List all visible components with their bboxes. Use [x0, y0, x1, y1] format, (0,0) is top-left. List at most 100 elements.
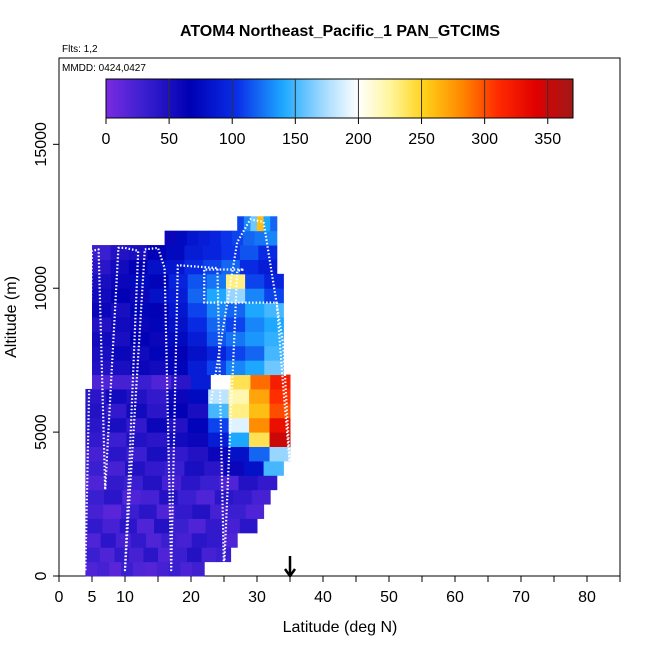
heatmap-cell — [249, 403, 271, 419]
heatmap-cell — [164, 460, 185, 476]
heatmap-cell — [243, 460, 265, 476]
heatmap-cell — [216, 547, 232, 563]
heatmap-cell — [225, 360, 246, 376]
heatmap-cell — [250, 374, 271, 390]
heatmap-cell — [200, 475, 220, 491]
heatmap-cell — [187, 446, 209, 462]
x-tick-label: 50 — [380, 589, 398, 606]
heatmap-cell — [233, 489, 253, 505]
heatmap-cell — [147, 245, 167, 260]
heatmap-cell — [167, 446, 189, 462]
heatmap-cell — [146, 532, 162, 548]
heatmap-cell — [126, 432, 148, 447]
heatmap-cell — [184, 460, 205, 476]
heatmap-cell — [245, 317, 265, 332]
heatmap-cell — [126, 403, 148, 419]
heatmap-cell — [154, 518, 172, 534]
heatmap-cell — [167, 388, 189, 404]
heatmap-cell — [221, 245, 241, 260]
heatmap-cell — [99, 547, 115, 563]
heatmap-cell — [209, 230, 222, 246]
heatmap-cell — [132, 561, 146, 577]
heatmap-cell — [250, 216, 258, 232]
heatmap-cell — [249, 446, 271, 462]
heatmap-cell — [105, 417, 127, 433]
heatmap-cell — [131, 374, 152, 390]
heatmap-cell — [192, 504, 211, 519]
heatmap-cell — [249, 432, 271, 447]
heatmap-cell — [165, 259, 185, 275]
heatmap-cell — [156, 561, 170, 577]
heatmap-cell — [85, 432, 107, 447]
heatmap-cell — [180, 561, 193, 577]
heatmap-cell — [97, 561, 110, 577]
flight-track — [84, 218, 292, 572]
heatmap-cell — [269, 446, 291, 462]
heatmap-cell — [130, 360, 150, 376]
heatmap-cell — [158, 547, 174, 563]
heatmap-cell — [201, 547, 217, 563]
heatmap-cell — [187, 288, 208, 304]
x-tick-label: 60 — [446, 589, 464, 606]
heatmap-cell — [187, 403, 209, 419]
heatmap-cell — [208, 417, 230, 433]
heatmap-cell — [206, 331, 227, 347]
heatmap-cell — [230, 374, 251, 390]
colorbar-tick-label: 200 — [345, 131, 372, 148]
heatmap-cell — [243, 230, 255, 246]
heatmap-cell — [205, 518, 224, 534]
colorbar-tick-label: 300 — [471, 131, 498, 148]
heatmap-cell — [92, 259, 111, 275]
heatmap-cell — [100, 532, 117, 548]
heatmap-cell — [264, 345, 284, 361]
heatmap-cell — [214, 489, 234, 505]
heatmap-cell — [221, 259, 241, 275]
heatmap-cell — [258, 259, 278, 275]
heatmap-cell — [85, 561, 98, 577]
heatmap-cell — [92, 331, 112, 347]
heatmap-cell — [111, 374, 133, 390]
heatmap-cell — [167, 417, 189, 433]
heatmap-cell — [149, 288, 170, 304]
x-axis: 0 5 10 20 30 40 50 60 70 80 — [55, 576, 621, 606]
heatmap-cell — [123, 475, 144, 491]
heatmap-cell — [219, 475, 240, 491]
heatmap-cell — [122, 489, 142, 505]
flight-track-line — [84, 218, 292, 572]
heatmap-cell — [146, 388, 168, 404]
heatmap-cell — [222, 518, 241, 534]
heatmap-cell — [168, 360, 189, 376]
x-tick-label: 20 — [182, 589, 200, 606]
heatmap-cell — [103, 504, 122, 519]
heatmap-cell — [115, 532, 132, 548]
heatmap-cell — [184, 245, 204, 260]
heatmap-cell — [156, 504, 175, 519]
heatmap-cell — [228, 446, 250, 462]
heatmap-cell — [161, 532, 177, 548]
heatmap-cell — [168, 561, 181, 577]
x-tick-label: 70 — [512, 589, 530, 606]
x-tick-label: 5 — [88, 589, 97, 606]
colorbar-tick-label: 150 — [282, 131, 309, 148]
heatmap-cell — [254, 230, 267, 246]
heatmap-cell — [251, 489, 271, 505]
heatmap-cell — [143, 547, 159, 563]
y-axis-label: Altitude (m) — [3, 276, 20, 358]
heatmap-cell — [191, 532, 208, 548]
heatmap-cell — [121, 561, 134, 577]
heatmap-cell — [187, 302, 208, 318]
colorbar-tick-label: 100 — [219, 131, 246, 148]
heatmap-cell — [149, 345, 170, 361]
heatmap-cell — [130, 317, 150, 332]
heatmap-cell — [206, 302, 227, 318]
chart-title: ATOM4 Northeast_Pacific_1 PAN_GTCIMS — [180, 23, 500, 40]
heatmap-cell — [188, 518, 207, 534]
heatmap-cell — [114, 547, 130, 563]
heatmap-cell — [249, 388, 271, 404]
heatmap-cell — [130, 273, 150, 289]
heatmap-cell — [187, 345, 208, 361]
heatmap-cell — [227, 504, 247, 519]
heatmap-cell — [263, 460, 284, 476]
y-tick-label: 0 — [33, 571, 50, 580]
